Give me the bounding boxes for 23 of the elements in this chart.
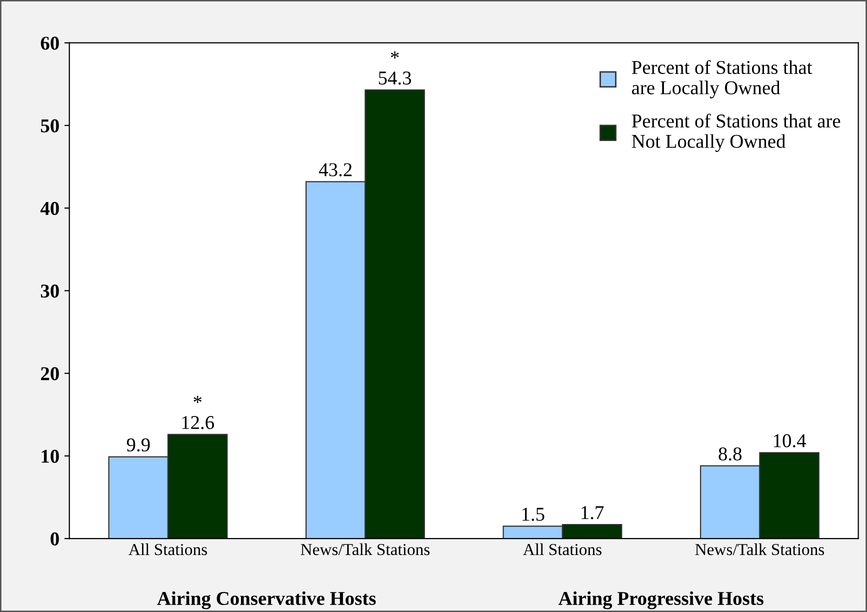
data-label: * 12.6 — [182, 396, 214, 430]
legend-label: Percent of Stations that are Not Locally Owned — [632, 114, 840, 152]
data-label: 1.5 — [522, 508, 544, 521]
y-tick-label: 50 — [40, 119, 59, 132]
x-tick-label: News/Talk Stations — [695, 543, 824, 556]
legend-label: Percent of Stations that are Locally Owned — [632, 60, 812, 98]
y-tick-label: 60 — [40, 36, 59, 50]
y-tick-label: 40 — [40, 202, 59, 216]
x-tick-label: News/Talk Stations — [300, 543, 430, 556]
data-label: 1.7 — [582, 506, 604, 520]
y-tick-label: 0 — [50, 532, 59, 546]
x-tick-label: All Stations — [128, 543, 207, 556]
x-tick-label: All Stations — [523, 543, 602, 556]
data-label: 10.4 — [774, 434, 806, 448]
y-tick-label: 30 — [40, 284, 59, 298]
y-tick-label: 20 — [41, 367, 59, 380]
data-label: 43.2 — [319, 163, 352, 176]
data-label: 8.8 — [718, 447, 742, 461]
data-label: 9.9 — [126, 438, 150, 452]
y-tick-label: 10 — [42, 450, 59, 463]
text: Airing Conservative Hosts — [157, 591, 376, 610]
text: Airing Progressive Hosts — [558, 591, 764, 610]
data-label: * 54.3 — [378, 51, 412, 85]
